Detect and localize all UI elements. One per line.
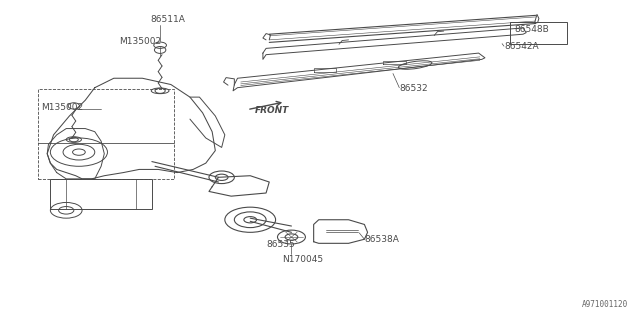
Text: FRONT: FRONT [255,107,289,116]
Text: M135002: M135002 [41,103,83,112]
Text: N170045: N170045 [282,255,323,264]
Text: 86535: 86535 [266,240,295,249]
Bar [38,89,174,179]
Text: M135002: M135002 [119,37,161,46]
Text: 86538A: 86538A [364,236,399,244]
Text: 86532: 86532 [399,84,428,93]
Bar [51,179,152,209]
Bar [510,22,568,44]
Text: 86511A: 86511A [150,15,185,24]
Text: 86548B: 86548B [514,25,549,34]
Text: A971001120: A971001120 [582,300,628,309]
Text: 86542A: 86542A [504,42,539,51]
